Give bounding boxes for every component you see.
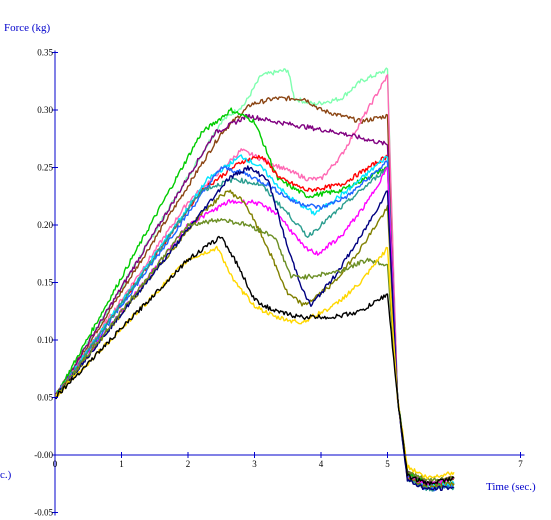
y-tick-label: 0.30 bbox=[37, 105, 53, 115]
series-line-13 bbox=[54, 218, 455, 482]
series-line-8 bbox=[54, 160, 455, 492]
y-tick-label: 0.05 bbox=[37, 393, 53, 403]
x-tick-label: 7 bbox=[518, 459, 523, 469]
y-tick-label: -0.05 bbox=[34, 508, 53, 518]
series-layer bbox=[54, 67, 455, 492]
clipped-left-label: c.) bbox=[0, 469, 12, 481]
x-tick-label: 4 bbox=[319, 459, 324, 469]
y-tick-label: 0.20 bbox=[37, 220, 53, 230]
x-tick-label: 1 bbox=[119, 459, 124, 469]
y-axis-title: Force (kg) bbox=[4, 22, 50, 34]
x-tick-label: 0 bbox=[53, 459, 58, 469]
y-tick-label: -0.00 bbox=[34, 450, 53, 460]
series-line-15 bbox=[54, 235, 455, 486]
series-line-4 bbox=[54, 113, 455, 487]
series-line-12 bbox=[54, 165, 455, 491]
y-tick-label: 0.15 bbox=[37, 278, 53, 288]
series-line-7 bbox=[54, 154, 455, 490]
x-tick-label: 2 bbox=[186, 459, 191, 469]
y-tick-label: 0.10 bbox=[37, 335, 53, 345]
axis-layer: -0.05 -0.00 0.05 0.10 0.15 0.20 0.25 0.30 0.35 0 1… bbox=[34, 48, 525, 518]
x-axis-title: Time (sec.) bbox=[486, 481, 536, 493]
x-tick-label: 5 bbox=[385, 459, 390, 469]
y-tick-label: 0.25 bbox=[37, 163, 53, 173]
series-line-2 bbox=[54, 95, 455, 487]
x-tick-label: 3 bbox=[252, 459, 257, 469]
series-line-3 bbox=[54, 74, 455, 487]
y-tick-label: 0.35 bbox=[37, 48, 53, 58]
